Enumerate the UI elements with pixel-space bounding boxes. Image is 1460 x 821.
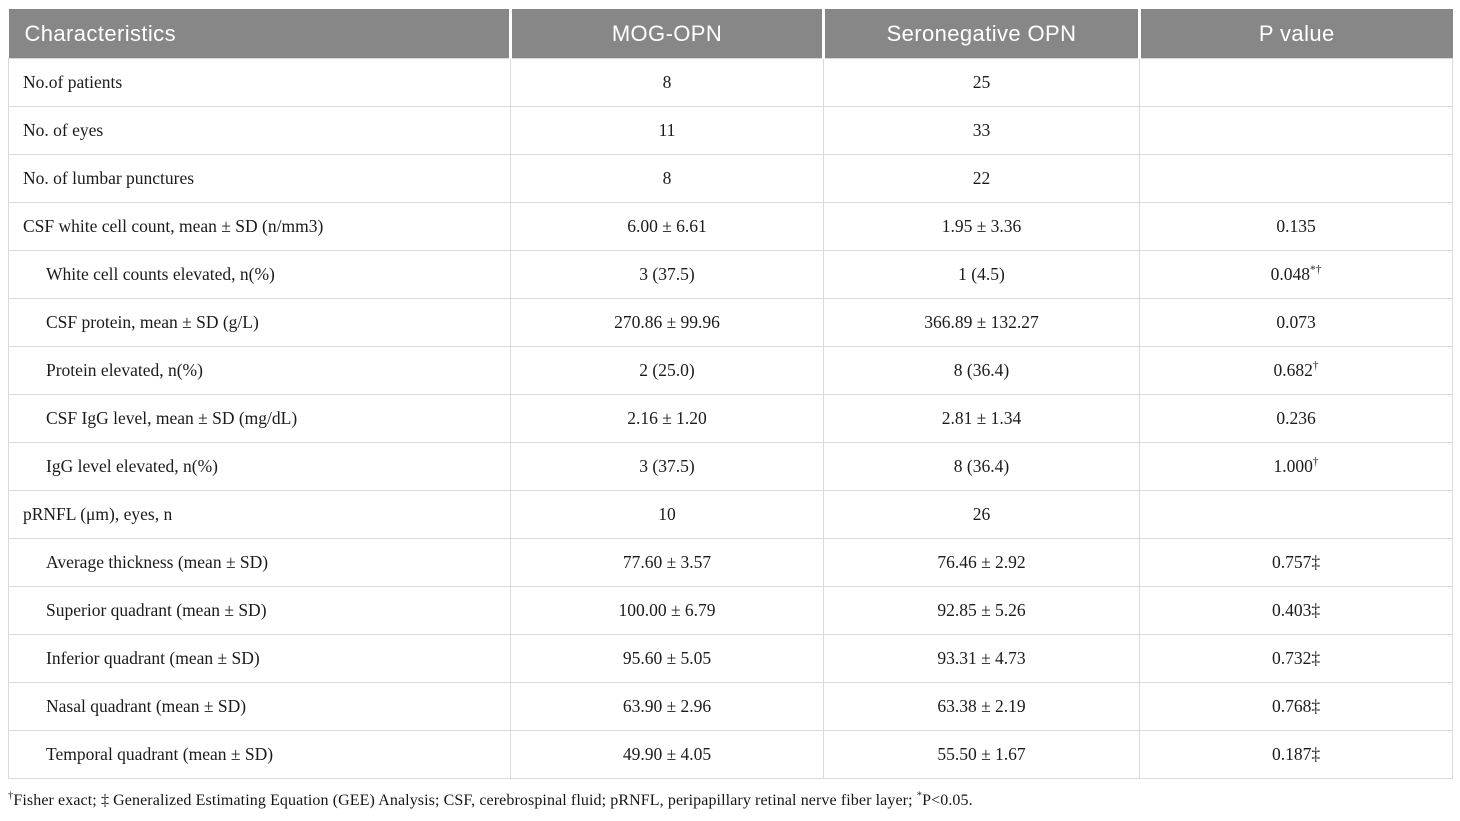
footnote-text: Fisher exact; ‡ Generalized Estimating E…	[13, 792, 917, 809]
paper-table-page: Characteristics MOG-OPN Seronegative OPN…	[0, 9, 1460, 821]
mog-opn-cell: 3 (37.5)	[510, 442, 824, 491]
p-value-cell	[1139, 58, 1453, 107]
table-row: No.of patients 8 25	[8, 58, 1453, 107]
mog-opn-cell: 63.90 ± 2.96	[510, 682, 824, 731]
seronegative-opn-cell: 55.50 ± 1.67	[823, 730, 1140, 779]
table-row: Average thickness (mean ± SD) 77.60 ± 3.…	[8, 538, 1453, 587]
characteristic-cell: White cell counts elevated, n(%)	[8, 250, 511, 299]
table-header: Characteristics MOG-OPN Seronegative OPN…	[8, 9, 1453, 59]
clinical-characteristics-table: Characteristics MOG-OPN Seronegative OPN…	[8, 9, 1453, 779]
mog-opn-cell: 2.16 ± 1.20	[510, 394, 824, 443]
column-header-p-value: P value	[1138, 9, 1453, 59]
mog-opn-cell: 8	[510, 58, 824, 107]
mog-opn-cell: 100.00 ± 6.79	[510, 586, 824, 635]
mog-opn-cell: 3 (37.5)	[510, 250, 824, 299]
characteristic-cell: CSF white cell count, mean ± SD (n/mm3)	[8, 202, 511, 251]
table-footnote: †Fisher exact; ‡ Generalized Estimating …	[8, 790, 1460, 810]
mog-opn-cell: 49.90 ± 4.05	[510, 730, 824, 779]
mog-opn-cell: 10	[510, 490, 824, 539]
column-header-seronegative-opn: Seronegative OPN	[822, 9, 1140, 59]
characteristic-cell: No. of eyes	[8, 106, 511, 155]
characteristic-cell: Temporal quadrant (mean ± SD)	[8, 730, 511, 779]
characteristic-cell: CSF protein, mean ± SD (g/L)	[8, 298, 511, 347]
characteristic-cell: Inferior quadrant (mean ± SD)	[8, 634, 511, 683]
mog-opn-cell: 95.60 ± 5.05	[510, 634, 824, 683]
seronegative-opn-cell: 25	[823, 58, 1140, 107]
p-value-cell	[1139, 490, 1453, 539]
seronegative-opn-cell: 76.46 ± 2.92	[823, 538, 1140, 587]
p-value-cell: 0.732‡	[1139, 634, 1453, 683]
p-value-cell: 0.048*†	[1139, 250, 1453, 299]
p-value-cell	[1139, 154, 1453, 203]
p-value-cell: 0.135	[1139, 202, 1453, 251]
mog-opn-cell: 6.00 ± 6.61	[510, 202, 824, 251]
p-value-cell: 0.187‡	[1139, 730, 1453, 779]
seronegative-opn-cell: 366.89 ± 132.27	[823, 298, 1140, 347]
characteristic-cell: Average thickness (mean ± SD)	[8, 538, 511, 587]
mog-opn-cell: 8	[510, 154, 824, 203]
seronegative-opn-cell: 2.81 ± 1.34	[823, 394, 1140, 443]
table-row: No. of eyes 11 33	[8, 106, 1453, 155]
characteristic-cell: Protein elevated, n(%)	[8, 346, 511, 395]
table-row: Nasal quadrant (mean ± SD) 63.90 ± 2.96 …	[8, 682, 1453, 731]
characteristic-cell: pRNFL (μm), eyes, n	[8, 490, 511, 539]
characteristic-cell: Nasal quadrant (mean ± SD)	[8, 682, 511, 731]
column-header-mog-opn: MOG-OPN	[509, 9, 824, 59]
seronegative-opn-cell: 63.38 ± 2.19	[823, 682, 1140, 731]
seronegative-opn-cell: 26	[823, 490, 1140, 539]
p-value-cell: 0.236	[1139, 394, 1453, 443]
characteristic-cell: No. of lumbar punctures	[8, 154, 511, 203]
header-row: Characteristics MOG-OPN Seronegative OPN…	[8, 9, 1453, 59]
table-row: White cell counts elevated, n(%) 3 (37.5…	[8, 250, 1453, 299]
table-body: No.of patients 8 25 No. of eyes 11 33 No…	[8, 58, 1453, 779]
mog-opn-cell: 270.86 ± 99.96	[510, 298, 824, 347]
dagger-symbol: †	[8, 790, 14, 802]
seronegative-opn-cell: 1 (4.5)	[823, 250, 1140, 299]
footnote-significance: P<0.05.	[922, 792, 973, 809]
characteristic-cell: CSF IgG level, mean ± SD (mg/dL)	[8, 394, 511, 443]
seronegative-opn-cell: 1.95 ± 3.36	[823, 202, 1140, 251]
seronegative-opn-cell: 92.85 ± 5.26	[823, 586, 1140, 635]
mog-opn-cell: 2 (25.0)	[510, 346, 824, 395]
p-value-cell: 0.682†	[1139, 346, 1453, 395]
asterisk-symbol: *	[916, 790, 923, 802]
characteristic-cell: Superior quadrant (mean ± SD)	[8, 586, 511, 635]
p-value-cell	[1139, 106, 1453, 155]
table-row: Inferior quadrant (mean ± SD) 95.60 ± 5.…	[8, 634, 1453, 683]
seronegative-opn-cell: 8 (36.4)	[823, 346, 1140, 395]
seronegative-opn-cell: 22	[823, 154, 1140, 203]
p-value-cell: 0.757‡	[1139, 538, 1453, 587]
seronegative-opn-cell: 93.31 ± 4.73	[823, 634, 1140, 683]
characteristic-cell: IgG level elevated, n(%)	[8, 442, 511, 491]
table-row: Protein elevated, n(%) 2 (25.0) 8 (36.4)…	[8, 346, 1453, 395]
p-value-cell: 1.000†	[1139, 442, 1453, 491]
table-row: Superior quadrant (mean ± SD) 100.00 ± 6…	[8, 586, 1453, 635]
table-row: Temporal quadrant (mean ± SD) 49.90 ± 4.…	[8, 730, 1453, 779]
table-row: CSF IgG level, mean ± SD (mg/dL) 2.16 ± …	[8, 394, 1453, 443]
table-row: IgG level elevated, n(%) 3 (37.5) 8 (36.…	[8, 442, 1453, 491]
mog-opn-cell: 11	[510, 106, 824, 155]
column-header-characteristics: Characteristics	[8, 9, 511, 59]
p-value-cell: 0.768‡	[1139, 682, 1453, 731]
p-value-cell: 0.403‡	[1139, 586, 1453, 635]
p-value-cell: 0.073	[1139, 298, 1453, 347]
table-row: CSF white cell count, mean ± SD (n/mm3) …	[8, 202, 1453, 251]
table-row: No. of lumbar punctures 8 22	[8, 154, 1453, 203]
table-row: CSF protein, mean ± SD (g/L) 270.86 ± 99…	[8, 298, 1453, 347]
mog-opn-cell: 77.60 ± 3.57	[510, 538, 824, 587]
seronegative-opn-cell: 8 (36.4)	[823, 442, 1140, 491]
characteristic-cell: No.of patients	[8, 58, 511, 107]
table-row: pRNFL (μm), eyes, n 10 26	[8, 490, 1453, 539]
seronegative-opn-cell: 33	[823, 106, 1140, 155]
